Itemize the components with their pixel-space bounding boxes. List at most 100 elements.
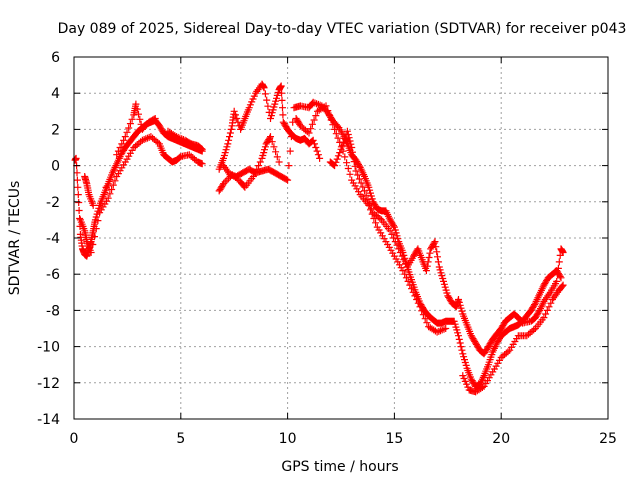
data-point [395,245,403,253]
data-point [89,241,97,248]
data-point [142,135,150,143]
data-point [94,217,102,225]
data-point [554,264,562,272]
data-point [440,325,448,333]
data-point [264,102,272,110]
data-point [249,173,257,180]
x-tick-label: 0 [70,431,79,447]
data-point [354,171,362,179]
data-point [423,319,431,327]
data-point [351,162,359,170]
data-point [109,181,117,189]
data-point [224,140,232,148]
x-tick-labels: 0 5 10 15 20 25 [70,431,617,447]
data-point [348,144,356,151]
data-point [362,191,370,199]
data-point [91,233,98,241]
data-point [416,303,424,311]
data-point [327,116,335,124]
data-point [198,145,206,153]
data-point [404,277,412,285]
data-point [547,299,555,307]
y-tick-label: 6 [51,50,60,66]
y-tick-labels: 6 4 2 0 -2 -4 -6 -8 -10 -12 -14 [37,50,60,428]
data-point [442,325,450,332]
data-point [87,249,95,256]
data-point [434,253,441,261]
data-point [154,138,162,146]
data-point [455,335,463,343]
data-point [251,169,259,177]
data-point [282,175,290,183]
y-tick-label: -10 [37,340,60,356]
data-point [555,258,563,266]
data-point [311,140,318,148]
data-point [334,134,342,142]
data-point [92,225,100,233]
data-point [336,138,344,146]
data-point [309,136,317,144]
data-point [278,96,286,104]
data-point [273,153,281,161]
data-point [402,259,409,267]
y-tick-label: -12 [37,376,60,392]
y-tick-label: -8 [46,303,60,319]
data-point [308,120,316,128]
data-point [279,104,286,112]
data-point [372,219,380,227]
data-point [408,285,415,293]
data-point [135,110,142,118]
data-point [226,129,234,137]
data-point [198,160,206,168]
data-point [120,136,128,144]
data-point [346,137,354,145]
data-point [334,122,342,130]
data-point [396,249,404,256]
data-point [406,281,414,289]
data-point [178,135,186,143]
data-point [312,144,320,151]
data-point [255,162,263,170]
data-point [305,129,313,137]
data-point [118,140,126,148]
data-point [230,107,238,115]
data-point [125,124,133,132]
data-point [437,327,444,335]
data-point [326,111,333,119]
data-point [343,159,351,167]
data-point [266,134,274,142]
data-point [174,133,182,141]
data-point [137,120,145,128]
data-point [279,111,287,119]
data-point [424,258,432,266]
data-point [336,149,344,157]
data-point [225,136,233,144]
data-point [286,147,294,155]
x-tick-label: 10 [279,431,297,447]
data-point [559,281,567,289]
data-points-layer [71,80,567,396]
data-point [75,199,83,206]
data-point [346,170,354,178]
data-point [145,133,153,141]
data-point [422,267,430,275]
data-point [434,258,442,266]
data-point [108,186,116,193]
data-point [419,311,427,319]
data-point [226,133,233,141]
data-point [126,120,134,128]
data-point [113,151,121,159]
data-point [132,100,140,108]
data-point [123,128,131,136]
data-point [337,143,345,151]
y-tick-label: -6 [46,267,60,283]
y-tick-label: 4 [51,86,60,102]
data-point [324,107,332,115]
data-point [433,328,441,336]
data-point [545,303,553,311]
x-tick-label: 5 [176,431,185,447]
data-point [284,176,292,184]
data-point [138,136,146,144]
data-point [376,215,384,222]
